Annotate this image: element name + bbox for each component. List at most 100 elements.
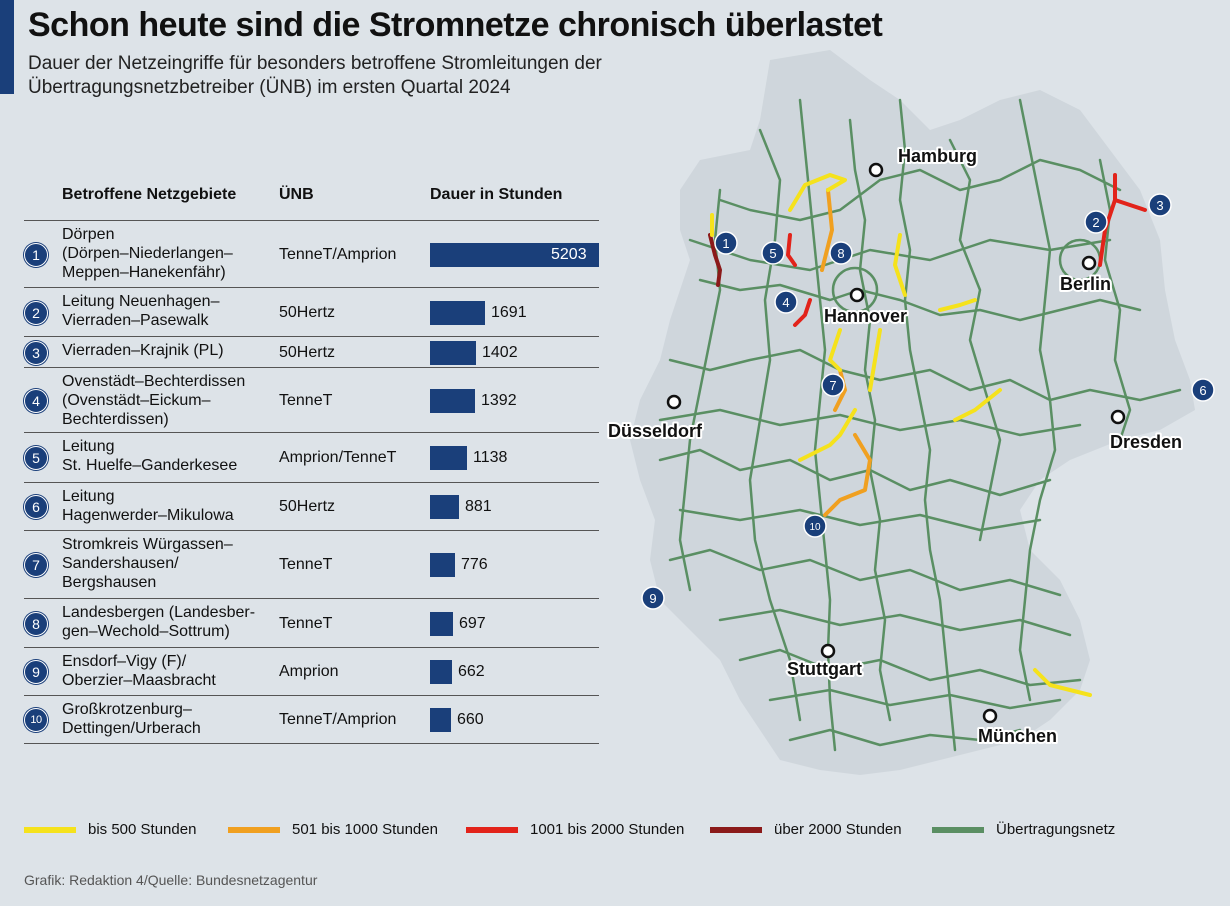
duration-bar bbox=[430, 660, 452, 684]
duration-value: 1392 bbox=[481, 391, 517, 409]
congestion-line-1001-2000 bbox=[1113, 198, 1147, 212]
table-row: 10 Großkrotzenburg– Dettingen/Urberach Ten… bbox=[24, 695, 599, 744]
header-area: Betroffene Netzgebiete bbox=[62, 186, 237, 203]
congestion-line-under-500 bbox=[938, 298, 977, 312]
legend-swatch-darkred bbox=[710, 827, 762, 833]
duration-bar bbox=[430, 388, 475, 413]
chart-title: Schon heute sind die Stromnetze chronisc… bbox=[28, 6, 883, 44]
legend-label: 501 bis 1000 Stunden bbox=[292, 821, 438, 838]
duration-value: 776 bbox=[461, 556, 488, 573]
city-dot-hannover bbox=[849, 287, 865, 303]
grid-line bbox=[668, 548, 1062, 597]
grid-line bbox=[678, 508, 1042, 532]
row-number-badge: 5 bbox=[24, 446, 48, 470]
city-dot-berlin bbox=[1081, 255, 1097, 271]
city-labels: Hamburg Berlin Hannover Düsseldorf Dresd… bbox=[606, 144, 1184, 748]
table-row: 6 Leitung Hagenwerder–Mikulowa 50Hertz 881 bbox=[24, 482, 599, 531]
row-area: Ensdorf–Vigy (F)/ Oberzier–Maasbracht bbox=[62, 653, 216, 689]
legend-label: über 2000 Stunden bbox=[774, 821, 902, 838]
svg-text:2: 2 bbox=[1092, 215, 1099, 230]
row-unb: Amprion bbox=[279, 663, 339, 680]
row-area: Landesbergen (Landesber- gen–Wechold–Sot… bbox=[62, 604, 256, 640]
grid-line bbox=[848, 118, 892, 722]
row-unb: Amprion/TenneT bbox=[279, 449, 397, 466]
legend-label: 1001 bis 2000 Stunden bbox=[530, 821, 685, 838]
city-label-muenchen: München bbox=[978, 726, 1057, 746]
svg-text:3: 3 bbox=[1156, 198, 1163, 213]
svg-text:4: 4 bbox=[782, 295, 789, 310]
city-label-dresden: Dresden bbox=[1110, 432, 1182, 452]
row-area: Großkrotzenburg– Dettingen/Urberach bbox=[62, 701, 201, 737]
row-area: Leitung Neuenhagen– Vierraden–Pasewalk bbox=[62, 293, 220, 329]
svg-text:6: 6 bbox=[1199, 383, 1206, 398]
city-dot-duesseldorf bbox=[666, 394, 682, 410]
legend-label: Übertragungsnetz bbox=[996, 821, 1116, 838]
row-number-badge: 7 bbox=[24, 553, 48, 577]
map-marker-9: 9 bbox=[641, 586, 665, 610]
congestion-line-under-500 bbox=[828, 328, 842, 372]
congestion-line-under-500 bbox=[868, 328, 882, 392]
congestion-line-under-500 bbox=[788, 173, 847, 212]
duration-value: 660 bbox=[457, 711, 484, 728]
svg-text:5: 5 bbox=[769, 246, 776, 261]
city-label-hamburg: Hamburg bbox=[898, 146, 977, 166]
city-markers bbox=[666, 162, 1126, 724]
svg-text:9: 9 bbox=[649, 591, 656, 606]
map-marker-2: 2 bbox=[1084, 210, 1108, 234]
table-row: 8 Landesbergen (Landesber- gen–Wechold–So… bbox=[24, 598, 599, 648]
germany-grid-map: Hamburg Berlin Hannover Düsseldorf Dresd… bbox=[606, 50, 1215, 775]
duration-value: 5203 bbox=[551, 245, 587, 263]
table-row: 4 Ovenstädt–Bechterdissen (Ovenstädt–Eick… bbox=[24, 367, 599, 433]
congestion-line-501-1000 bbox=[823, 433, 872, 517]
grid-line bbox=[658, 408, 1082, 437]
congestion-line-501-1000 bbox=[820, 188, 834, 272]
duration-bar bbox=[430, 553, 455, 577]
map-marker-7: 7 bbox=[821, 373, 845, 397]
legend: bis 500 Stunden 501 bis 1000 Stunden 100… bbox=[24, 820, 1204, 840]
grid-line bbox=[798, 98, 837, 752]
svg-text:7: 7 bbox=[829, 378, 836, 393]
row-number-badge: 4 bbox=[24, 388, 48, 413]
map-marker-6: 6 bbox=[1191, 378, 1215, 402]
map-marker-4: 4 bbox=[774, 290, 798, 314]
city-dot-muenchen bbox=[982, 708, 998, 724]
duration-value: 1138 bbox=[473, 449, 508, 466]
svg-text:10: 10 bbox=[809, 522, 821, 533]
row-number-badge: 3 bbox=[24, 340, 48, 365]
duration-bar bbox=[430, 300, 485, 325]
row-number-badge: 1 bbox=[24, 242, 48, 267]
map-marker-10: 10 bbox=[803, 514, 827, 538]
chart-subtitle: Dauer der Netzeingriffe für besonders be… bbox=[28, 53, 602, 98]
congested-lines bbox=[708, 173, 1147, 697]
duration-bar bbox=[430, 340, 476, 365]
accent-bar bbox=[0, 0, 14, 94]
row-number-badge: 6 bbox=[24, 495, 48, 519]
city-dot-hamburg bbox=[868, 162, 884, 178]
row-area: Leitung St. Huelfe–Ganderkesee bbox=[62, 438, 238, 474]
row-area: Leitung Hagenwerder–Mikulowa bbox=[62, 488, 234, 524]
grid-line bbox=[668, 348, 1182, 402]
svg-text:1: 1 bbox=[722, 236, 729, 251]
table-bottom-rule bbox=[24, 743, 599, 744]
congestion-line-1001-2000 bbox=[786, 233, 797, 267]
duration-bar bbox=[430, 495, 459, 519]
row-area: Dörpen (Dörpen–Niederlangen– Meppen–Hane… bbox=[62, 226, 233, 281]
duration-bar bbox=[430, 708, 451, 732]
city-dot-stuttgart bbox=[820, 643, 836, 659]
table-row: 9 Ensdorf–Vigy (F)/ Oberzier–Maasbracht Am… bbox=[24, 647, 599, 696]
congestion-line-over-2000 bbox=[708, 233, 722, 287]
row-area: Vierraden–Krajnik (PL) bbox=[62, 342, 224, 359]
duration-bar bbox=[430, 611, 453, 636]
row-unb: 50Hertz bbox=[279, 303, 336, 321]
row-unb: 50Hertz bbox=[279, 343, 336, 361]
congestion-line-under-500 bbox=[953, 388, 1002, 422]
grid-line bbox=[768, 688, 1062, 710]
duration-value: 1402 bbox=[482, 343, 518, 361]
grid-ring bbox=[831, 266, 879, 314]
city-label-duesseldorf: Düsseldorf bbox=[608, 421, 703, 441]
duration-bar bbox=[430, 242, 599, 267]
table-row: 2 Leitung Neuenhagen– Vierraden–Pasewalk 5… bbox=[24, 287, 599, 337]
map-marker-8: 8 bbox=[829, 241, 853, 265]
table-row: 1 Dörpen (Dörpen–Niederlangen– Meppen–Han… bbox=[24, 220, 599, 288]
congestion-line-under-500 bbox=[1033, 668, 1092, 697]
